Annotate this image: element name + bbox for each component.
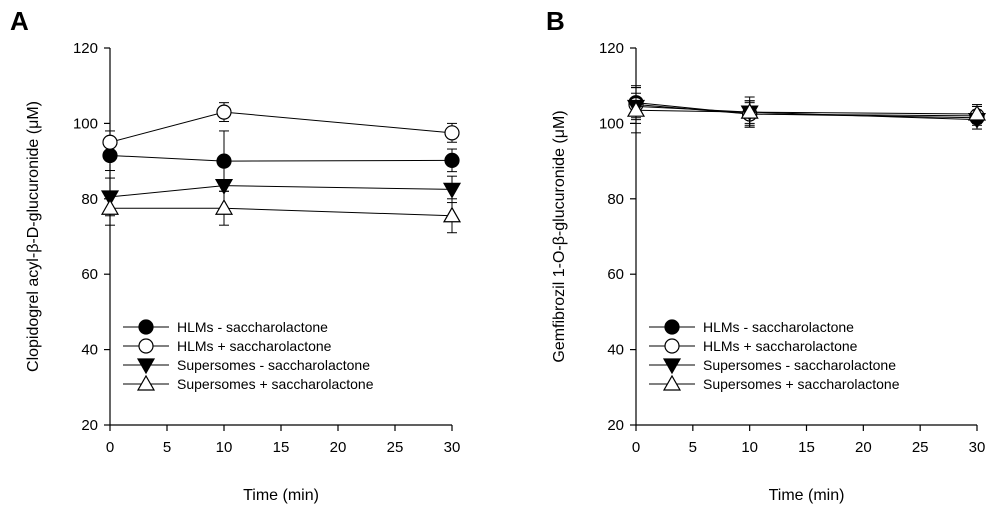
series-4: [626, 87, 987, 134]
series-1: [102, 130, 460, 192]
x-tick-label: 10: [216, 439, 233, 456]
data-point: [100, 199, 120, 215]
data-point: [740, 102, 759, 119]
x-tick-label: 20: [855, 439, 872, 456]
series-2: [102, 102, 460, 155]
panel-a: A 0 5 10 15 20 25 30 20 40 60 80 100 120 Time (min) Clo…: [10, 6, 462, 504]
series-line: [109, 154, 453, 162]
y-tick-label: 120: [73, 40, 98, 57]
y-tick-label: 80: [81, 191, 98, 208]
x-tick-label: 5: [689, 439, 697, 456]
y-axis-title: Clopidogrel acyl-β-D-glucuronide (μM): [25, 101, 42, 372]
legend: HLMs - saccharolactone HLMs + saccharolac…: [123, 319, 374, 392]
data-point: [444, 152, 460, 168]
y-tick-label: 40: [607, 342, 624, 359]
data-point: [214, 179, 234, 195]
legend-label: Supersomes - saccharolactone: [703, 357, 896, 373]
x-tick-label: 10: [741, 439, 758, 456]
data-point: [444, 125, 460, 141]
y-tick-label: 120: [599, 40, 624, 57]
legend-marker: [136, 358, 156, 375]
y-axis-title: Gemfibrozil 1-O-β-glucuronide (μM): [551, 110, 568, 362]
y-tick-label: 20: [81, 417, 98, 434]
legend-label: Supersomes + saccharolactone: [703, 376, 900, 392]
panel-b: B 0 5 10 15 20 25 30 20 40 60 80 100 120 Time (min) Gem…: [546, 6, 987, 504]
series-line: [110, 207, 453, 217]
legend-marker: [662, 358, 682, 375]
legend-label: HLMs - saccharolactone: [703, 319, 854, 335]
x-tick-label: 0: [106, 439, 114, 456]
y-tick-label: 20: [607, 417, 624, 434]
legend-label: HLMs + saccharolactone: [703, 338, 858, 354]
y-tick-label: 40: [81, 342, 98, 359]
legend-label: Supersomes - saccharolactone: [177, 357, 370, 373]
data-point: [216, 104, 232, 120]
data-point: [102, 134, 118, 150]
x-axis-title: Time (min): [243, 487, 319, 504]
series-line: [109, 185, 453, 198]
y-tick-label: 60: [607, 266, 624, 283]
x-tick-label: 15: [273, 439, 290, 456]
data-point: [214, 199, 234, 215]
data-point: [442, 182, 462, 199]
x-tick-label: 0: [632, 439, 640, 456]
panel-label: B: [546, 6, 565, 36]
panel-label: A: [10, 6, 29, 36]
legend-marker: [138, 319, 154, 335]
legend: HLMs - saccharolactone HLMs + saccharolac…: [649, 319, 900, 392]
x-axis-title: Time (min): [769, 487, 845, 504]
data-point: [442, 206, 462, 223]
series-4: [100, 190, 462, 234]
legend-label: HLMs + saccharolactone: [177, 338, 332, 354]
y-tick-label: 80: [607, 191, 624, 208]
y-tick-label: 60: [81, 266, 98, 283]
x-tick-label: 5: [163, 439, 171, 456]
data-point: [967, 104, 987, 121]
x-tick-label: 30: [969, 439, 986, 456]
x-tick-label: 25: [912, 439, 929, 456]
series-3: [100, 156, 462, 217]
series-line: [635, 109, 978, 115]
legend-marker: [662, 374, 682, 391]
series-2: [628, 85, 985, 128]
x-tick-label: 25: [387, 439, 404, 456]
y-tick-label: 100: [73, 115, 98, 132]
legend-label: Supersomes + saccharolactone: [177, 376, 374, 392]
legend-label: HLMs - saccharolactone: [177, 319, 328, 335]
x-tick-label: 20: [330, 439, 347, 456]
y-tick-label: 100: [599, 115, 624, 132]
data-point: [626, 100, 646, 117]
legend-marker: [664, 338, 680, 354]
legend-marker: [138, 338, 154, 354]
series-line: [109, 111, 453, 143]
x-tick-label: 30: [444, 439, 461, 456]
legend-marker: [664, 319, 680, 335]
x-tick-label: 15: [798, 439, 815, 456]
legend-marker: [136, 374, 156, 391]
